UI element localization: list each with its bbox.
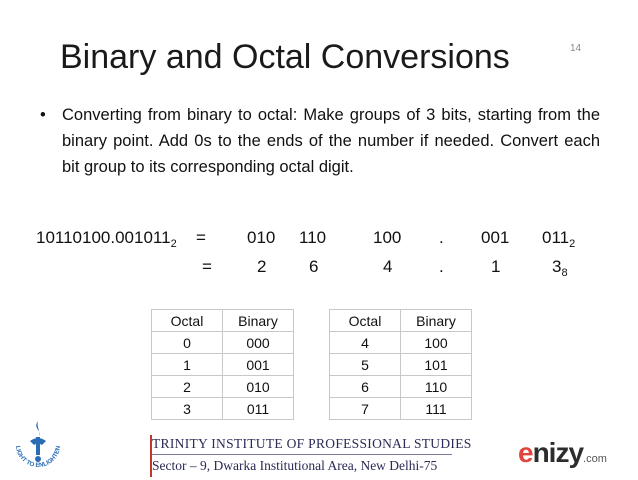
conversion-eq-2: =: [202, 257, 212, 276]
table-row: 6 110: [329, 375, 472, 398]
group-4: 001: [481, 228, 510, 247]
table-header: Octal: [151, 309, 223, 332]
digit-3: 4: [383, 257, 393, 276]
table-header: Binary: [400, 309, 472, 332]
digit-4: 1: [491, 257, 501, 276]
group-2: 110: [299, 228, 327, 247]
footer-institute-name: TRINITY INSTITUTE OF PROFESSIONAL STUDIE…: [152, 436, 472, 451]
enizy-brand: enizy: [518, 437, 584, 468]
table-header: Binary: [222, 309, 294, 332]
group-point: .: [439, 228, 444, 247]
bullet-text: Converting from binary to octal: Make gr…: [62, 106, 600, 176]
conversion-lhs: 10110100.0010112: [36, 228, 177, 250]
table-row: 7 111: [329, 397, 472, 420]
table-row: 1 001: [151, 353, 294, 376]
bullet-point: • Converting from binary to octal: Make …: [40, 102, 600, 180]
institute-logo: LIGHT TO ENLIGHTEN: [8, 415, 68, 475]
group-5: 0112: [542, 228, 576, 250]
enizy-domain: .com: [583, 453, 607, 465]
table-row: 0 000: [151, 331, 294, 354]
digit-2: 6: [309, 257, 319, 276]
footer-address: Sector – 9, Dwarka Institutional Area, N…: [152, 458, 438, 473]
enizy-logo: enizy.com: [518, 437, 607, 469]
table-row: 3 011: [151, 397, 294, 420]
digit-1: 2: [257, 257, 267, 276]
footer-divider: [152, 454, 452, 455]
slide-title: Binary and Octal Conversions: [60, 38, 510, 76]
table-row: 2 010: [151, 375, 294, 398]
slide-number: 14: [570, 43, 582, 54]
group-1: 010: [247, 228, 276, 247]
torch-icon: LIGHT TO ENLIGHTEN: [14, 421, 62, 469]
table-row: 4 100: [329, 331, 472, 354]
conversion-eq-1: =: [196, 228, 206, 247]
table-header: Octal: [329, 309, 401, 332]
digit-point: .: [439, 257, 444, 276]
octal-binary-table-1: Octal Binary 0 000 1 001 2 010 3 011: [151, 309, 294, 420]
table-row: 5 101: [329, 353, 472, 376]
bullet-icon: •: [40, 106, 46, 124]
octal-binary-table-2: Octal Binary 4 100 5 101 6 110 7 111: [329, 309, 472, 420]
group-3: 100: [373, 228, 402, 247]
digit-5: 38: [552, 257, 568, 279]
footer-accent-bar: [150, 435, 152, 477]
footer: TRINITY INSTITUTE OF PROFESSIONAL STUDIE…: [150, 435, 472, 477]
